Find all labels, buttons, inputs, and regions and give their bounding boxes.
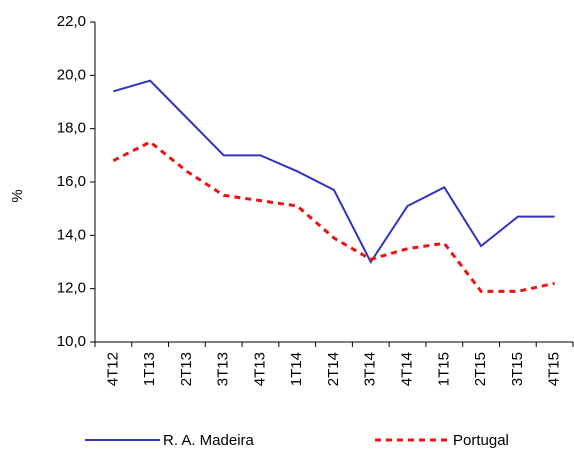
x-tick-label: 4T12 bbox=[104, 352, 121, 386]
y-tick-label: 14,0 bbox=[57, 226, 86, 243]
x-tick-label: 3T15 bbox=[509, 352, 526, 386]
y-tick-label: 12,0 bbox=[57, 280, 86, 297]
x-tick-label: 1T14 bbox=[288, 352, 305, 386]
x-tick-label: 1T15 bbox=[435, 352, 452, 386]
y-tick-label: 18,0 bbox=[57, 120, 86, 137]
y-axis-label: % bbox=[9, 189, 26, 202]
x-tick-label: 3T14 bbox=[362, 352, 379, 386]
y-tick-label: 20,0 bbox=[57, 66, 86, 83]
y-tick-label: 22,0 bbox=[57, 13, 86, 30]
legend-label: Portugal bbox=[453, 432, 509, 449]
y-tick-label: 10,0 bbox=[57, 333, 86, 350]
x-tick-label: 4T13 bbox=[251, 352, 268, 386]
x-tick-label: 4T15 bbox=[546, 352, 563, 386]
legend-label: R. A. Madeira bbox=[163, 432, 255, 449]
x-tick-label: 4T14 bbox=[399, 352, 416, 386]
y-tick-label: 16,0 bbox=[57, 173, 86, 190]
x-tick-label: 1T13 bbox=[141, 352, 158, 386]
x-tick-label: 2T15 bbox=[472, 352, 489, 386]
x-tick-label: 2T14 bbox=[325, 352, 342, 386]
x-tick-label: 3T13 bbox=[215, 352, 232, 386]
x-tick-label: 2T13 bbox=[178, 352, 195, 386]
series-line bbox=[113, 79, 555, 264]
series-line bbox=[112, 140, 555, 293]
